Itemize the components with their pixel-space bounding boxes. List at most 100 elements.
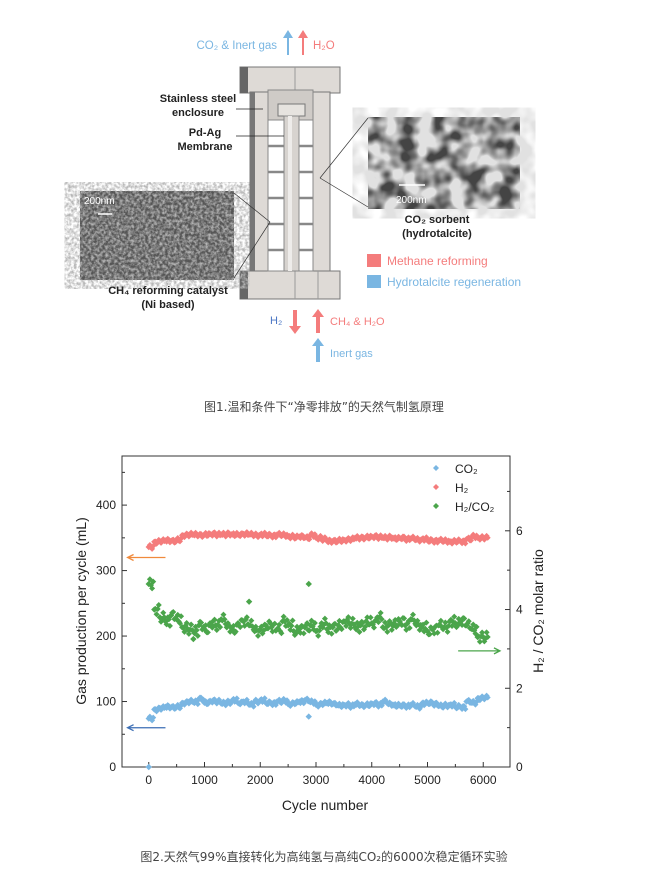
y2-axis-label: H₂ / CO₂ molar ratio bbox=[530, 549, 546, 673]
chart-legend: CO₂ H₂ H₂/CO₂ bbox=[433, 462, 495, 514]
legend-label-ratio: H₂/CO₂ bbox=[455, 500, 495, 514]
sorbent-label: CO₂ sorbent bbox=[405, 214, 470, 226]
data-point-ratio bbox=[190, 635, 197, 643]
up-arrow-icon bbox=[312, 309, 324, 333]
data-point-ratio bbox=[188, 621, 195, 628]
legend-swatch-methane bbox=[367, 254, 381, 267]
x-tick-label: 0 bbox=[145, 773, 152, 787]
data-point-ratio bbox=[401, 622, 409, 629]
data-point-h2 bbox=[484, 534, 491, 541]
x-tick-label: 4000 bbox=[358, 773, 385, 787]
data-point-ratio bbox=[473, 623, 480, 630]
data-point-ratio bbox=[155, 601, 162, 608]
data-point-ratio bbox=[288, 622, 295, 629]
data-point-ratio bbox=[289, 617, 296, 624]
data-point-co2 bbox=[233, 695, 240, 702]
data-point-ratio bbox=[193, 627, 200, 634]
data-point-ratio bbox=[202, 622, 209, 629]
x-axis-label: Cycle number bbox=[282, 797, 369, 813]
data-point-ratio bbox=[315, 632, 322, 639]
data-point-ratio bbox=[377, 609, 384, 616]
top-left-flow-label: CO₂ & Inert gas bbox=[196, 40, 277, 52]
reactor-illustration bbox=[239, 66, 341, 300]
sorbent-sem-image: 200nm bbox=[368, 117, 520, 209]
data-point-ratio bbox=[178, 613, 185, 620]
data-point-ratio bbox=[278, 630, 285, 637]
legend-label-h2: H₂ bbox=[455, 481, 469, 495]
x-tick-label: 5000 bbox=[414, 773, 441, 787]
data-point-ratio bbox=[445, 622, 452, 629]
data-point-ratio bbox=[413, 622, 420, 629]
data-point-ratio bbox=[384, 628, 391, 635]
data-point-ratio bbox=[437, 617, 444, 624]
data-point-ratio bbox=[426, 631, 433, 638]
data-point-co2 bbox=[150, 714, 157, 721]
data-point-ratio bbox=[367, 614, 374, 621]
data-point-ratio bbox=[276, 621, 283, 628]
data-point-co2 bbox=[484, 694, 491, 701]
data-point-ratio bbox=[185, 630, 192, 637]
data-point-ratio bbox=[198, 619, 205, 626]
data-point-ratio bbox=[398, 622, 405, 629]
data-point-ratio bbox=[390, 620, 398, 627]
data-point-ratio bbox=[237, 624, 244, 631]
data-point-ratio bbox=[220, 611, 227, 618]
data-point-ratio bbox=[375, 619, 382, 626]
data-point-ratio bbox=[338, 626, 345, 633]
bottom-feed-label: CH₄ & H₂O bbox=[330, 316, 385, 328]
data-point-ratio bbox=[162, 618, 169, 625]
data-point-ratio bbox=[248, 617, 255, 624]
data-point-ratio bbox=[160, 609, 167, 616]
data-point-ratio bbox=[149, 585, 156, 592]
x-tick-label: 6000 bbox=[470, 773, 497, 787]
sorbent-label: (hydrotalcite) bbox=[402, 228, 472, 240]
down-arrow-icon bbox=[289, 310, 301, 334]
data-point-ratio bbox=[401, 615, 408, 622]
legend-label-co2: CO₂ bbox=[455, 462, 478, 476]
up-arrow-icon bbox=[312, 338, 324, 362]
scale-bar-label: 200nm bbox=[396, 195, 427, 206]
top-right-flow-label: H₂O bbox=[313, 40, 335, 52]
data-point-ratio bbox=[234, 620, 242, 627]
data-point-ratio bbox=[483, 629, 490, 636]
data-point-ratio bbox=[195, 622, 203, 629]
data-point-ratio bbox=[444, 628, 451, 635]
data-point-ratio bbox=[211, 616, 218, 623]
y2-tick-label: 4 bbox=[516, 603, 523, 617]
figure-2-caption: 图2.天然气99%直接转化为高纯氢与高纯CO₂的6000次稳定循环实验 bbox=[140, 849, 507, 864]
data-point-ratio bbox=[167, 612, 175, 619]
data-point-ratio bbox=[434, 629, 441, 636]
data-point-co2 bbox=[194, 701, 201, 708]
data-point-h2 bbox=[462, 540, 469, 547]
data-point-ratio bbox=[243, 614, 250, 621]
plot-frame bbox=[121, 455, 511, 768]
data-point-ratio bbox=[271, 620, 278, 627]
y-tick-label: 400 bbox=[96, 498, 116, 512]
legend-label-methane: Methane reforming bbox=[387, 254, 488, 268]
data-point-ratio bbox=[194, 632, 201, 639]
catalyst-label: CH₄ reforming catalyst bbox=[108, 285, 228, 297]
x-tick-label: 2000 bbox=[247, 773, 274, 787]
data-point-ratio bbox=[245, 598, 253, 605]
data-point-ratio bbox=[410, 611, 416, 618]
legend-swatch-regeneration bbox=[367, 275, 381, 288]
data-point-ratio bbox=[306, 627, 313, 634]
membrane-label: Membrane bbox=[177, 141, 232, 153]
data-point-ratio bbox=[442, 619, 449, 626]
data-point-ratio bbox=[364, 614, 371, 621]
catalyst-label: (Ni based) bbox=[141, 299, 195, 311]
data-point-ratio bbox=[145, 580, 152, 588]
data-point-ratio bbox=[451, 613, 458, 620]
scale-bar-label: 200nm bbox=[84, 196, 115, 207]
y-tick-label: 100 bbox=[96, 695, 116, 709]
x-tick-label: 1000 bbox=[191, 773, 218, 787]
catalyst-sem-image: 200nm bbox=[80, 191, 234, 280]
y-tick-label: 0 bbox=[109, 760, 116, 774]
data-point-co2 bbox=[462, 706, 469, 713]
data-point-ratio bbox=[385, 622, 392, 629]
data-point-ratio bbox=[484, 633, 491, 640]
data-point-ratio bbox=[479, 629, 486, 636]
enclosure-label: enclosure bbox=[172, 107, 224, 119]
data-point-ratio bbox=[290, 627, 297, 635]
